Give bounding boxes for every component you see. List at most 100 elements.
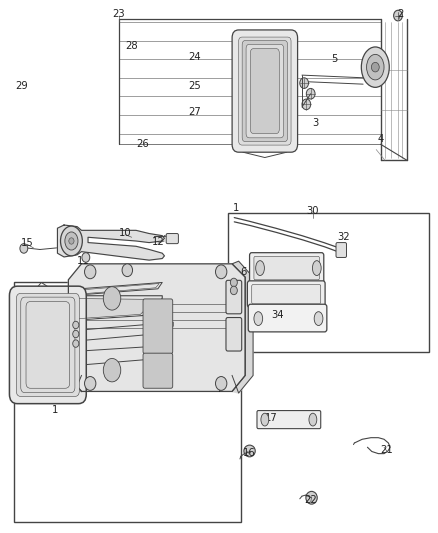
Polygon shape	[75, 322, 173, 341]
Ellipse shape	[39, 309, 45, 315]
Text: 24: 24	[189, 52, 201, 61]
FancyBboxPatch shape	[143, 299, 173, 354]
FancyBboxPatch shape	[226, 280, 242, 314]
Text: 1: 1	[233, 203, 240, 213]
FancyBboxPatch shape	[239, 37, 291, 145]
Ellipse shape	[306, 491, 317, 504]
Text: 12: 12	[152, 237, 164, 247]
Polygon shape	[62, 375, 81, 391]
Polygon shape	[57, 225, 164, 260]
Ellipse shape	[69, 238, 74, 244]
Ellipse shape	[122, 264, 133, 277]
Text: 25: 25	[189, 81, 201, 91]
Ellipse shape	[60, 226, 82, 256]
Ellipse shape	[85, 265, 96, 279]
Ellipse shape	[45, 312, 50, 319]
FancyBboxPatch shape	[252, 285, 321, 304]
Polygon shape	[68, 264, 245, 391]
Ellipse shape	[43, 314, 52, 325]
Text: 32: 32	[337, 232, 350, 243]
Ellipse shape	[256, 261, 265, 276]
Ellipse shape	[164, 327, 171, 335]
Ellipse shape	[361, 47, 389, 87]
Ellipse shape	[79, 334, 86, 342]
Ellipse shape	[302, 99, 311, 110]
FancyBboxPatch shape	[257, 410, 321, 429]
Ellipse shape	[215, 376, 227, 390]
Ellipse shape	[85, 376, 96, 390]
Text: 15: 15	[21, 238, 33, 247]
FancyBboxPatch shape	[250, 253, 324, 284]
FancyBboxPatch shape	[246, 44, 284, 138]
Ellipse shape	[306, 88, 315, 99]
Polygon shape	[68, 282, 162, 296]
Ellipse shape	[300, 78, 308, 88]
FancyBboxPatch shape	[254, 256, 319, 280]
Ellipse shape	[254, 312, 263, 326]
FancyBboxPatch shape	[248, 304, 327, 332]
Ellipse shape	[20, 244, 28, 253]
Ellipse shape	[309, 413, 317, 426]
FancyBboxPatch shape	[247, 281, 325, 308]
Ellipse shape	[261, 413, 269, 426]
Text: 31: 31	[274, 264, 286, 274]
Ellipse shape	[230, 278, 237, 287]
Text: 33: 33	[272, 288, 284, 298]
Ellipse shape	[394, 10, 403, 21]
FancyBboxPatch shape	[336, 243, 346, 257]
FancyBboxPatch shape	[26, 302, 70, 388]
Ellipse shape	[82, 253, 90, 262]
Ellipse shape	[312, 261, 321, 276]
Ellipse shape	[65, 232, 78, 250]
Ellipse shape	[314, 312, 323, 326]
Text: 29: 29	[15, 81, 28, 91]
FancyBboxPatch shape	[251, 49, 279, 134]
Text: 30: 30	[307, 206, 319, 216]
Text: 10: 10	[119, 228, 131, 238]
Text: 11: 11	[77, 256, 90, 266]
Text: 4: 4	[378, 134, 384, 144]
Polygon shape	[42, 296, 162, 322]
Text: 26: 26	[136, 139, 149, 149]
FancyBboxPatch shape	[16, 293, 79, 397]
Ellipse shape	[371, 62, 379, 72]
Text: 22: 22	[304, 495, 317, 505]
FancyBboxPatch shape	[10, 286, 86, 403]
Bar	[228, 213, 428, 352]
FancyBboxPatch shape	[226, 318, 242, 351]
Text: 16: 16	[243, 448, 256, 457]
Ellipse shape	[50, 309, 56, 315]
FancyBboxPatch shape	[242, 41, 288, 142]
Text: 8: 8	[54, 314, 60, 325]
Text: 5: 5	[332, 54, 338, 64]
Polygon shape	[49, 298, 155, 321]
Ellipse shape	[73, 321, 79, 329]
Text: 3: 3	[312, 118, 318, 128]
FancyBboxPatch shape	[143, 353, 173, 388]
Polygon shape	[38, 292, 51, 300]
Text: 1: 1	[52, 405, 58, 415]
Polygon shape	[42, 346, 158, 368]
Text: 21: 21	[381, 445, 393, 455]
Ellipse shape	[17, 299, 23, 306]
Bar	[14, 282, 241, 522]
Text: 27: 27	[189, 107, 201, 117]
Ellipse shape	[230, 286, 237, 295]
Ellipse shape	[35, 311, 40, 318]
Text: 28: 28	[125, 41, 138, 51]
Text: 23: 23	[112, 9, 125, 19]
Text: 6: 6	[240, 267, 246, 277]
Text: 34: 34	[272, 310, 284, 320]
Ellipse shape	[103, 287, 121, 310]
Text: 13: 13	[106, 373, 118, 383]
FancyBboxPatch shape	[232, 30, 297, 152]
Text: 7: 7	[216, 384, 222, 394]
Ellipse shape	[367, 54, 384, 80]
Text: 17: 17	[265, 413, 278, 423]
Ellipse shape	[244, 445, 255, 457]
Text: 9: 9	[107, 295, 113, 305]
FancyBboxPatch shape	[166, 233, 178, 244]
Ellipse shape	[103, 359, 121, 382]
Ellipse shape	[153, 292, 162, 302]
Ellipse shape	[29, 306, 35, 312]
